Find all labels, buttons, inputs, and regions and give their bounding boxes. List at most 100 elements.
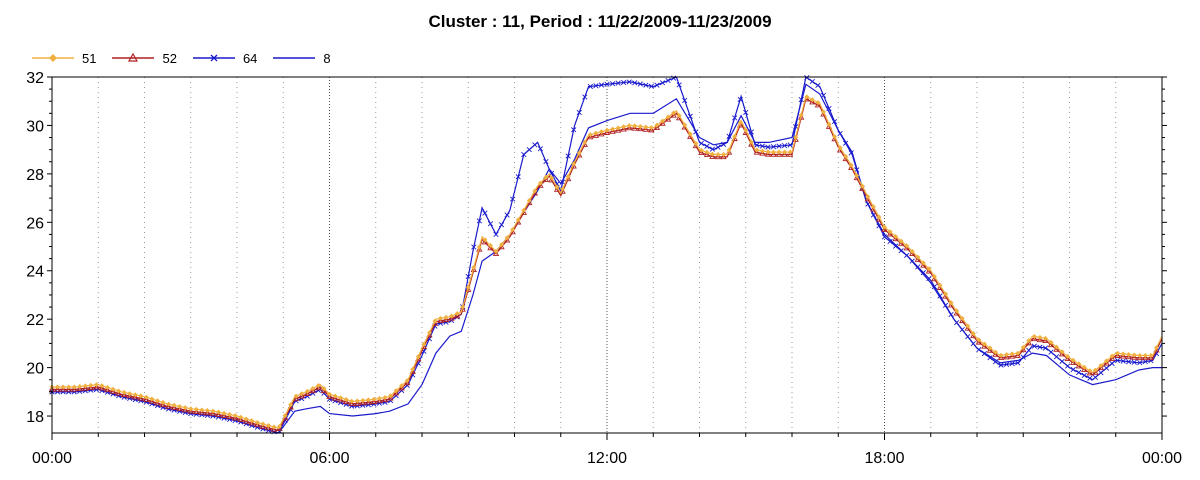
- data-point: [332, 393, 338, 399]
- data-point: [1053, 354, 1060, 360]
- data-point: [732, 115, 738, 121]
- data-point: [392, 389, 400, 396]
- data-point: [659, 119, 666, 126]
- data-point: [1026, 338, 1032, 344]
- data-point: [643, 82, 649, 88]
- data-point: [1148, 358, 1154, 364]
- data-point: [115, 389, 122, 396]
- data-point: [815, 100, 821, 106]
- y-tick-label: 28: [26, 167, 44, 184]
- data-point: [343, 396, 349, 402]
- x-axis-ticks: 00:00 06:00 12:00 18:00 00:00: [32, 433, 1182, 467]
- data-point: [493, 248, 499, 254]
- data-point: [709, 151, 715, 157]
- data-point: [404, 379, 411, 386]
- data-point: [659, 80, 666, 86]
- data-point: [66, 384, 72, 390]
- data-point: [1092, 369, 1099, 375]
- legend-label-64: 64: [242, 50, 258, 66]
- x-tick-label: 18:00: [864, 450, 904, 467]
- legend-label-51: 51: [82, 50, 97, 66]
- x-tick-label: 00:00: [1142, 450, 1182, 467]
- data-point: [609, 81, 616, 87]
- data-point: [54, 385, 61, 392]
- data-point: [759, 143, 766, 149]
- data-point: [465, 286, 472, 292]
- data-point: [1086, 369, 1094, 376]
- data-point: [1042, 335, 1048, 341]
- data-point: [248, 419, 255, 426]
- data-point: [865, 194, 871, 200]
- data-point: [105, 384, 110, 390]
- data-point: [493, 231, 499, 238]
- data-point: [1048, 339, 1054, 345]
- data-point: [82, 384, 89, 391]
- data-point: [443, 314, 449, 320]
- data-point: [626, 123, 632, 129]
- data-point: [1015, 360, 1021, 366]
- data-point: [1003, 361, 1010, 367]
- data-point: [997, 354, 1005, 361]
- data-point: [809, 97, 815, 103]
- data-point: [277, 423, 283, 429]
- data-point: [1064, 355, 1071, 362]
- data-point: [1020, 344, 1026, 350]
- data-point: [1081, 364, 1087, 370]
- data-point: [398, 384, 405, 391]
- data-point: [188, 406, 194, 412]
- data-point: [754, 142, 760, 148]
- data-point: [1103, 359, 1110, 366]
- data-point: [293, 393, 299, 399]
- data-point: [221, 410, 227, 416]
- data-point: [537, 146, 544, 152]
- data-point: [327, 391, 332, 397]
- data-point: [137, 394, 144, 401]
- data-point: [787, 149, 793, 155]
- data-point: [887, 238, 893, 245]
- data-point: [1070, 357, 1076, 363]
- data-point: [748, 129, 754, 135]
- data-point: [704, 143, 710, 149]
- data-point: [1108, 355, 1116, 361]
- legend-item-8: 8: [271, 50, 331, 66]
- data-point: [1070, 359, 1077, 365]
- data-point: [371, 396, 377, 402]
- chart-title: Cluster : 11, Period : 11/22/2009-11/23/…: [428, 12, 772, 31]
- data-point: [515, 217, 521, 223]
- data-point: [349, 398, 355, 404]
- data-point: [476, 218, 482, 224]
- legend-swatch-52: [112, 52, 155, 62]
- data-point: [154, 398, 160, 404]
- series-51: [49, 94, 1163, 430]
- data-point: [726, 133, 732, 139]
- data-point: [338, 395, 344, 401]
- legend-swatch-51: [32, 54, 74, 62]
- data-point: [1087, 368, 1093, 374]
- data-point: [1076, 361, 1082, 367]
- data-point: [410, 366, 416, 372]
- data-point: [176, 405, 183, 412]
- data-point: [720, 141, 727, 147]
- data-point: [892, 243, 899, 249]
- data-point: [837, 145, 843, 151]
- data-point: [764, 150, 772, 157]
- data-point: [804, 94, 810, 100]
- data-point: [231, 414, 239, 421]
- data-point: [270, 425, 278, 432]
- data-point: [571, 127, 577, 133]
- data-point: [1076, 369, 1082, 376]
- legend-label-8: 8: [323, 50, 331, 66]
- data-point: [1031, 343, 1037, 349]
- data-point: [898, 248, 904, 254]
- data-point: [793, 124, 799, 130]
- data-point: [1114, 357, 1121, 364]
- data-point: [603, 129, 611, 135]
- data-point: [976, 337, 982, 343]
- data-point: [937, 282, 943, 288]
- data-point: [237, 416, 244, 422]
- data-point: [582, 94, 588, 100]
- data-point: [1004, 352, 1010, 358]
- data-point: [748, 139, 754, 145]
- data-point: [177, 403, 183, 409]
- data-point: [843, 140, 849, 146]
